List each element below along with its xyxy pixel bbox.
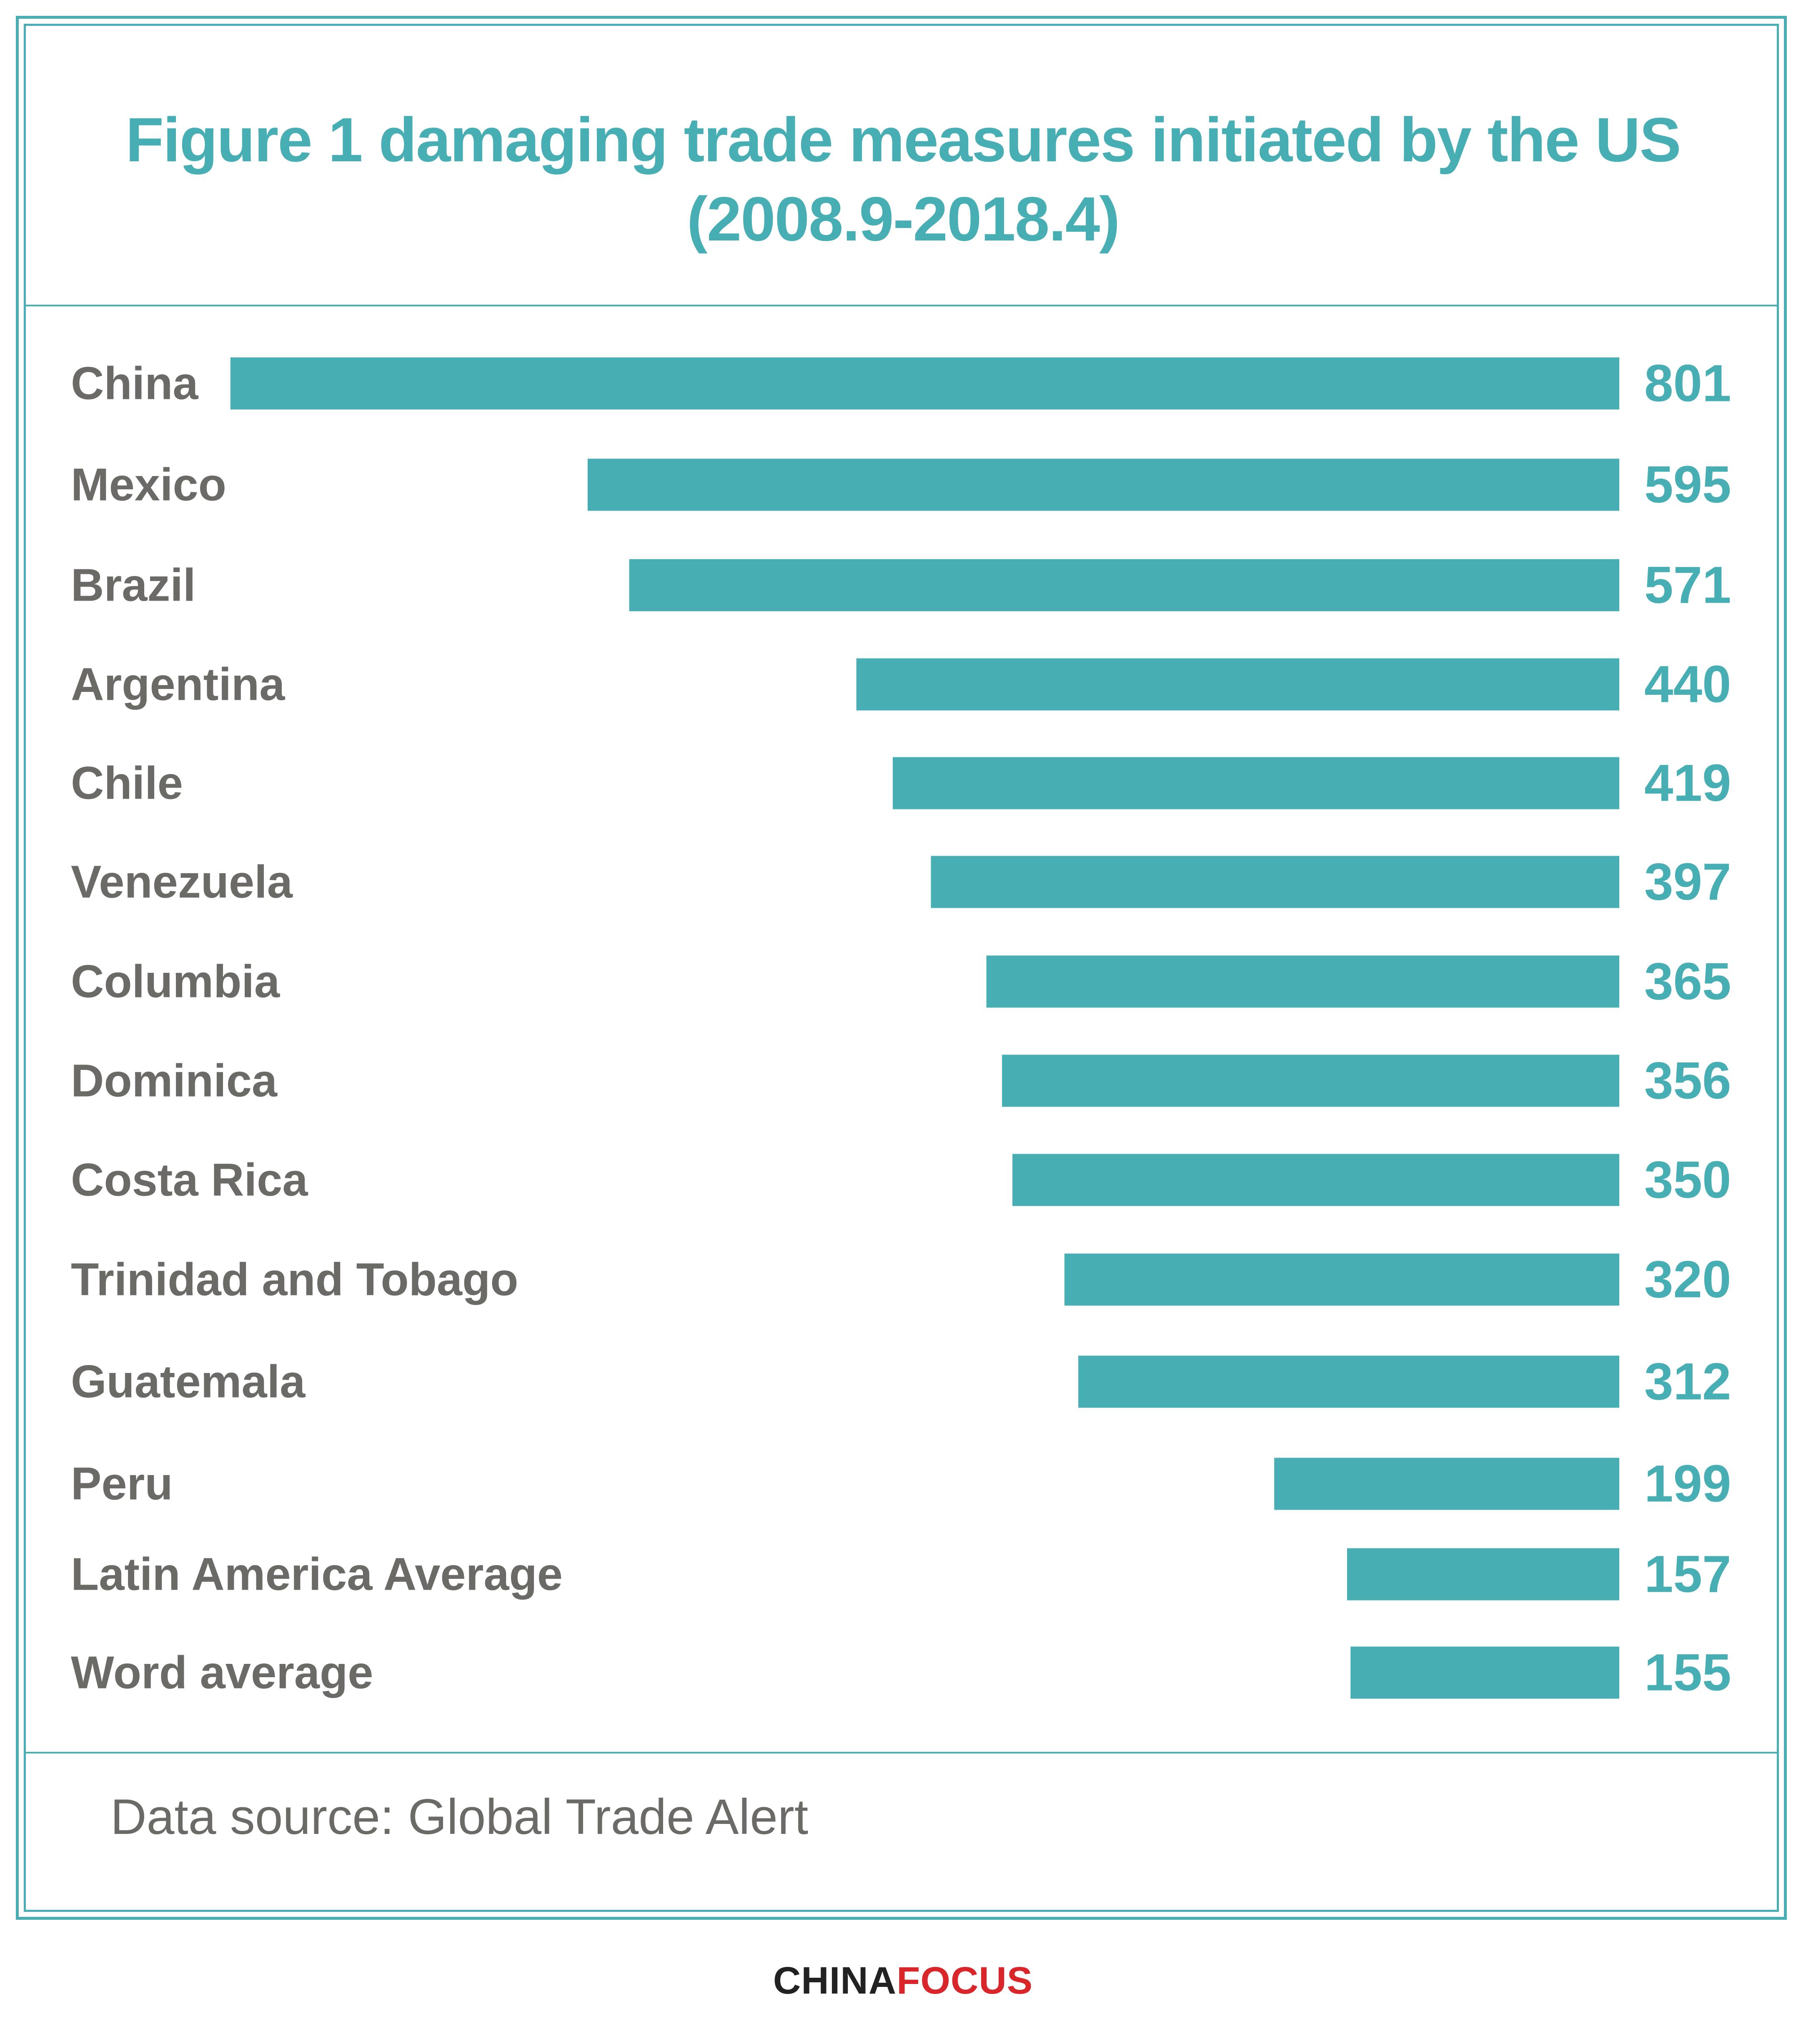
bar [1347,1548,1619,1601]
value-label: 571 [1644,556,1731,614]
category-label: Peru [71,1458,173,1510]
category-label: Columbia [71,956,280,1007]
bar [892,757,1619,809]
category-label: Costa Rica [71,1155,308,1206]
bar [1350,1646,1619,1699]
header-divider [26,305,1777,306]
value-label: 199 [1644,1455,1731,1513]
bar [1274,1458,1619,1510]
bar [629,559,1619,611]
value-label: 312 [1644,1353,1731,1411]
data-source: Data source: Global Trade Alert [110,1789,809,1845]
bar [1064,1253,1619,1306]
value-label: 595 [1644,456,1731,514]
footer-divider [26,1752,1777,1753]
value-label: 157 [1644,1546,1731,1603]
category-label: China [71,358,198,409]
value-label: 397 [1644,853,1731,911]
value-label: 440 [1644,656,1731,714]
category-label: Guatemala [71,1356,306,1408]
category-label: Venezuela [71,857,293,908]
value-label: 350 [1644,1151,1731,1209]
value-label: 801 [1644,355,1731,413]
bar [230,357,1619,410]
category-label: Trinidad and Tobago [71,1254,518,1305]
category-label: Dominica [71,1055,278,1107]
bar [1078,1355,1619,1408]
bar [986,955,1619,1008]
chart-title-line-1: Figure 1 damaging trade measures initiat… [125,105,1681,175]
value-label: 320 [1644,1251,1731,1309]
category-label: Mexico [71,459,226,511]
value-label: 419 [1644,754,1731,812]
category-label: Word average [71,1647,373,1698]
bar [931,856,1619,908]
category-label: Chile [71,758,183,809]
outer-frame [16,16,1787,1920]
category-label: Argentina [71,659,285,710]
category-label: Brazil [71,560,196,611]
bar [1012,1154,1619,1206]
value-label: 155 [1644,1644,1731,1702]
brand-logo: CHINAFOCUS [0,1959,1806,2003]
brand-focus: FOCUS [897,1959,1033,2002]
value-label: 356 [1644,1052,1731,1110]
inner-frame [24,24,1779,1912]
brand-china: CHINA [773,1959,897,2002]
bar [856,658,1619,711]
chart-title-line-2: (2008.9-2018.4) [686,184,1120,254]
bar [587,458,1619,511]
category-label: Latin America Average [71,1549,563,1600]
value-label: 365 [1644,953,1731,1011]
bar [1002,1055,1619,1107]
